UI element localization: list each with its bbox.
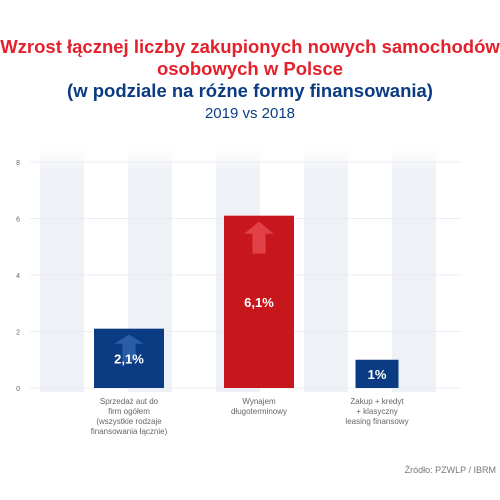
source-note: Źródło: PZWLP / IBRM (404, 465, 496, 475)
y-tick-label-0: 0 (16, 386, 20, 393)
y-tick-label-8: 8 (16, 160, 20, 167)
category-label-3: Zakup + kredyt + klasyczny leasing finanso… (345, 397, 408, 426)
y-tick-label-2: 2 (16, 330, 20, 337)
bar-value-label-3: 1% (368, 367, 387, 382)
bar-arrow-icon-1 (114, 334, 144, 362)
category-label-2: Wynajem długoterminowy (231, 397, 287, 416)
background-stripe-5 (392, 140, 436, 392)
chart-title-line3: (w podziale na różne formy finansowania) (67, 80, 433, 101)
bar-arrow-icon-2 (244, 221, 274, 254)
y-tick-label-4: 4 (16, 273, 20, 280)
chart-subtitle: 2019 vs 2018 (204, 105, 296, 122)
background-stripe-1 (40, 140, 84, 392)
chart-title-line2: osobowych w Polsce (156, 58, 344, 79)
chart-title-line1: Wzrost łącznej liczby zakupionych nowych… (0, 36, 500, 57)
category-label-1: Sprzedaż aut do firm ogółem (wszystkie rod… (91, 397, 168, 436)
bar-3 (355, 359, 399, 388)
background-stripe-4 (304, 140, 348, 392)
bar-value-label-2: 6,1% (244, 295, 274, 310)
bar-value-label-1: 2,1% (114, 351, 144, 366)
y-tick-label-6: 6 (16, 217, 20, 224)
